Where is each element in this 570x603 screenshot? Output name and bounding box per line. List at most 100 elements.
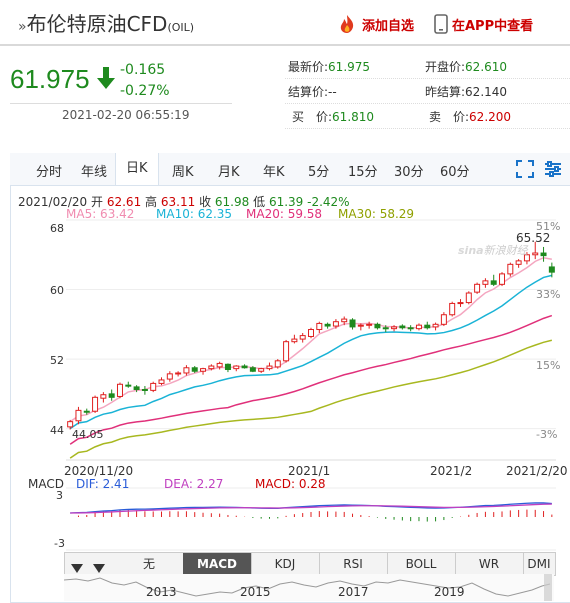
macd-dea: DEA: 2.27	[164, 477, 224, 491]
candle-body	[457, 302, 464, 305]
candle-body	[440, 314, 447, 325]
candle-body	[67, 421, 74, 428]
indicator-none[interactable]: 无	[115, 553, 184, 575]
arrow-left-icon[interactable]	[71, 559, 83, 578]
x-tick-label: 2020/11/20	[64, 464, 134, 478]
ma30-line	[69, 339, 553, 459]
ma5-legend: MA5: 63.42	[66, 207, 135, 221]
range-navigator[interactable]	[64, 574, 554, 601]
tab-monthly-k[interactable]: 月K	[218, 165, 240, 180]
y-tick-label: 68	[50, 222, 64, 235]
candle-body	[540, 252, 547, 257]
candle-body	[523, 254, 530, 262]
x-tick-label: 2021/2	[430, 464, 473, 478]
tab-5min[interactable]: 5分	[308, 165, 330, 180]
year-tick-label: 2017	[338, 585, 369, 599]
candle-body	[249, 367, 256, 372]
ma20-line	[69, 314, 553, 445]
year-tick-label: 2019	[434, 585, 465, 599]
divider	[285, 78, 570, 79]
candle-body	[200, 368, 207, 372]
candle-body	[116, 383, 123, 397]
indicator-tabs: 无 MACD KDJ RSI BOLL WR DMI	[64, 552, 556, 576]
candle-body	[183, 367, 190, 374]
candle-body	[283, 341, 290, 362]
indicator-wr[interactable]: WR	[455, 553, 524, 575]
macd-y-tick: 3	[56, 489, 63, 502]
tab-60min[interactable]: 60分	[440, 165, 470, 180]
tab-yearly-k[interactable]: 年K	[263, 165, 285, 180]
candle-body	[465, 292, 472, 304]
candle-body	[216, 362, 223, 368]
candle-body	[507, 263, 514, 275]
tab-year-line[interactable]: 年线	[81, 165, 108, 180]
arrow-right-icon[interactable]	[93, 559, 105, 578]
y-tick-label: 60	[50, 284, 64, 297]
indicator-boll[interactable]: BOLL	[387, 553, 456, 575]
period-tabs: 分时 年线 日K 周K 月K 年K 5分 15分 30分 60分	[10, 153, 570, 186]
candle-body	[316, 322, 323, 331]
divider	[10, 103, 232, 104]
tab-intraday[interactable]: 分时	[36, 165, 63, 180]
stat-latest: 最新价:61.975	[288, 60, 371, 74]
candle-body	[158, 379, 165, 384]
pct-tick-label: 51%	[536, 220, 561, 233]
dea-line	[70, 503, 552, 514]
indicator-rsi[interactable]: RSI	[319, 553, 388, 575]
ma20-legend: MA20: 59.58	[246, 207, 323, 221]
candle-body	[391, 326, 398, 330]
stat-bid: 买 价:61.810	[292, 110, 375, 124]
candle-body	[490, 280, 497, 285]
indicator-macd[interactable]: MACD	[183, 553, 252, 575]
y-tick-label: 52	[50, 354, 64, 367]
ma10-line	[69, 274, 553, 430]
candle-body	[449, 302, 456, 316]
add-watchlist-button[interactable]: 添加自选	[362, 19, 415, 34]
candle-body	[108, 393, 115, 398]
candle-body	[424, 324, 431, 329]
ma30-legend: MA30: 58.29	[338, 207, 415, 221]
candle-body	[299, 335, 306, 340]
quote-datetime: 2021-02-20 06:55:19	[62, 108, 190, 122]
pct-tick-label: 33%	[536, 288, 561, 301]
toggle-settings-icon[interactable]	[544, 160, 562, 182]
candle-body	[274, 360, 281, 368]
tab-30min[interactable]: 30分	[394, 165, 424, 180]
candle-body	[125, 384, 132, 387]
candle-body	[357, 324, 364, 327]
divider	[285, 103, 570, 104]
candle-body	[324, 323, 331, 327]
phone-icon[interactable]	[434, 14, 448, 38]
fullscreen-icon[interactable]	[516, 160, 534, 182]
candle-body	[92, 396, 99, 412]
tab-weekly-k[interactable]: 周K	[172, 165, 194, 180]
indicator-dmi[interactable]: DMI	[527, 557, 551, 571]
candle-body	[83, 410, 90, 413]
indicator-kdj[interactable]: KDJ	[251, 553, 320, 575]
price-change: -0.165	[120, 62, 166, 78]
candle-body	[374, 323, 381, 329]
candle-body	[415, 324, 422, 330]
watermark: sina新浪财经	[458, 244, 528, 257]
page-title: »布伦特原油CFD(OIL)	[18, 8, 194, 37]
flame-icon[interactable]	[338, 14, 356, 38]
candle-body	[291, 338, 298, 343]
title-prefix-icon: »	[18, 19, 27, 35]
stat-prev-settle: 昨结算:62.140	[425, 85, 508, 99]
candle-body	[308, 329, 314, 337]
candle-body	[382, 327, 389, 330]
macd-dif: DIF: 2.41	[76, 477, 130, 491]
candle-body	[141, 389, 148, 391]
candle-body	[499, 273, 506, 285]
candle-body	[366, 323, 373, 326]
tab-15min[interactable]: 15分	[348, 165, 378, 180]
tab-daily-k[interactable]: 日K	[115, 153, 159, 185]
ohlc-ticker: 2021/02/20 开 62.61 高 63.11 收 61.98 低 61.…	[18, 195, 350, 209]
ma10-legend: MA10: 62.35	[156, 207, 233, 221]
open-in-app-button[interactable]: 在APP中查看	[452, 19, 534, 34]
year-tick-label: 2013	[146, 585, 177, 599]
candle-body	[241, 365, 248, 369]
candle-body	[532, 252, 539, 256]
candle-body	[208, 365, 215, 370]
